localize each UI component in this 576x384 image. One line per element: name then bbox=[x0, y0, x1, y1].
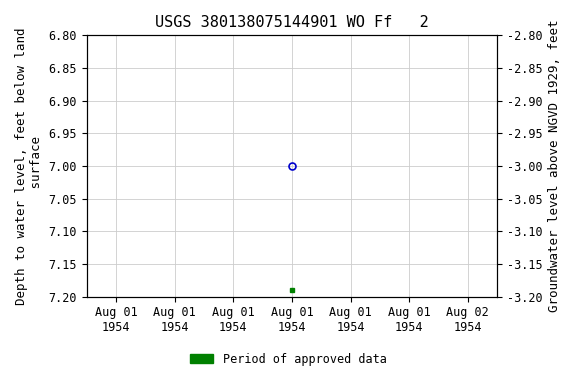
Title: USGS 380138075144901 WO Ff   2: USGS 380138075144901 WO Ff 2 bbox=[155, 15, 429, 30]
Y-axis label: Groundwater level above NGVD 1929, feet: Groundwater level above NGVD 1929, feet bbox=[548, 20, 561, 312]
Y-axis label: Depth to water level, feet below land
 surface: Depth to water level, feet below land su… bbox=[15, 27, 43, 305]
Legend: Period of approved data: Period of approved data bbox=[185, 348, 391, 371]
